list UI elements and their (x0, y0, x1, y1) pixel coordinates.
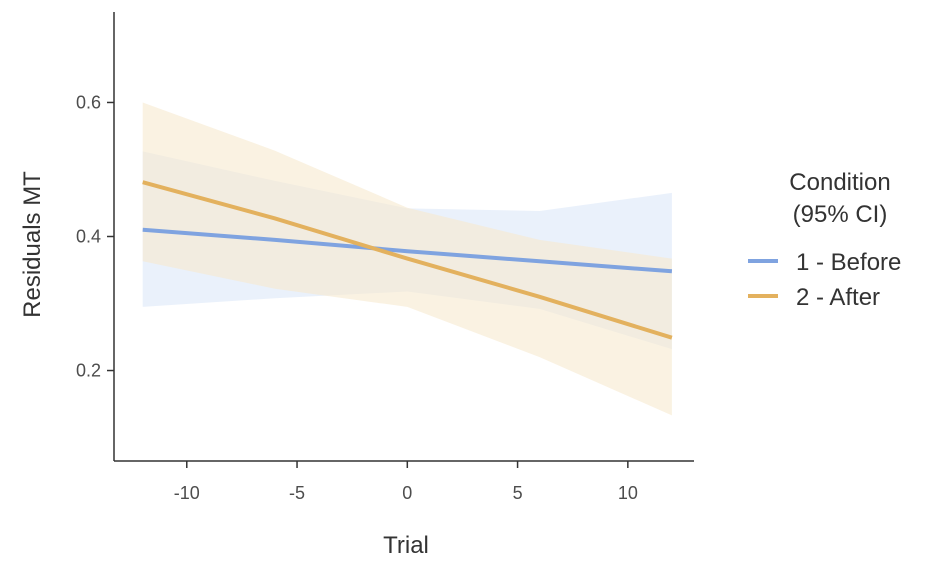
x-tick-label: 0 (402, 483, 412, 503)
x-axis-title: Trial (383, 532, 429, 559)
legend-label-2-after: 2 - After (796, 284, 880, 311)
legend-title: (95% CI) (793, 201, 888, 228)
series-lines (142, 180, 673, 340)
series-line-2-after (142, 180, 673, 340)
y-tick-label: 0.4 (76, 227, 101, 247)
legend: Condition (95% CI) 1 - Before 2 - After (748, 169, 901, 311)
axes: -10 -5 0 5 10 0.2 0.4 0.6 Trial Residuals MT (19, 12, 694, 559)
y-tick-label: 0.6 (76, 92, 101, 112)
x-tick-label: -5 (289, 483, 305, 503)
series-line-1-before (142, 227, 673, 274)
x-tick-label: 5 (513, 483, 523, 503)
legend-title: Condition (789, 169, 890, 196)
y-tick-label: 0.2 (76, 361, 101, 381)
y-axis-title: Residuals MT (19, 171, 46, 318)
x-tick-label: -10 (174, 483, 200, 503)
x-tick-label: 10 (618, 483, 638, 503)
legend-label-1-before: 1 - Before (796, 249, 901, 276)
